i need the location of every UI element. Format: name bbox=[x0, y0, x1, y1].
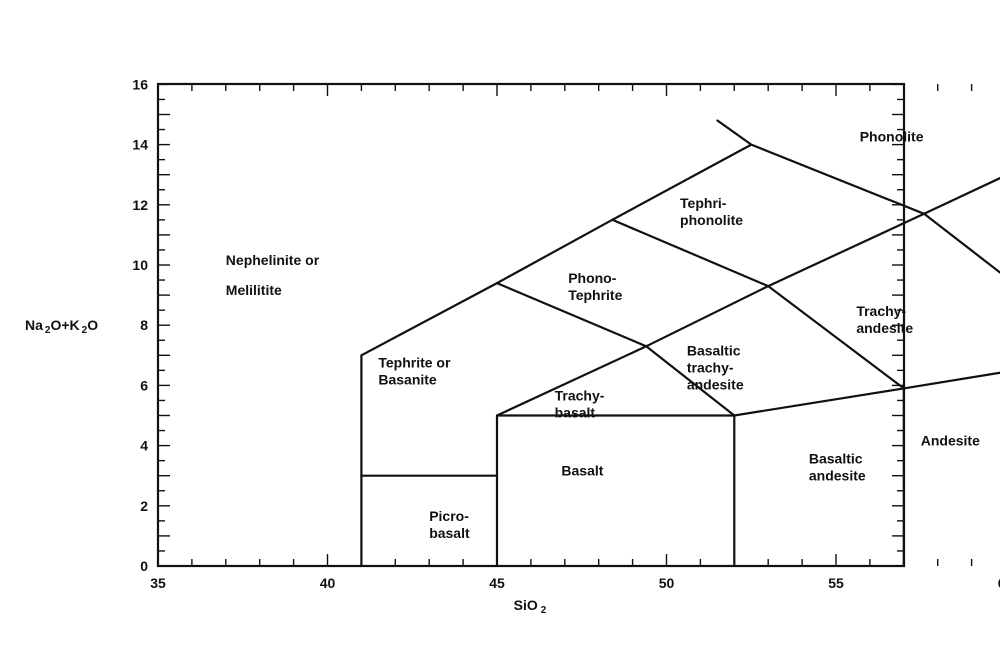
y-tick-label: 2 bbox=[140, 498, 148, 514]
y-tick-label: 6 bbox=[140, 377, 148, 393]
field-label-tephriphonolite: Tephri-phonolite bbox=[680, 195, 743, 228]
y-tick-label: 12 bbox=[132, 197, 148, 213]
field-label-phonolite: Phonolite bbox=[860, 129, 924, 145]
x-tick-label: 50 bbox=[659, 575, 675, 591]
field-label-basaltic-andesite: Basaltic andesite bbox=[809, 451, 866, 484]
y-tick-label: 16 bbox=[132, 76, 148, 92]
x-tick-label: 60 bbox=[998, 575, 1000, 591]
field-label-picrobasalt: Picro-basalt bbox=[429, 508, 470, 541]
field-label-phonotephrite: Phono-Tephrite bbox=[568, 270, 622, 303]
field-label-tephrite: Tephrite or Basanite bbox=[378, 354, 451, 387]
y-tick-label: 8 bbox=[140, 317, 148, 333]
x-tick-label: 35 bbox=[150, 575, 166, 591]
field-boundary bbox=[360, 119, 753, 568]
y-tick-label: 0 bbox=[140, 558, 148, 574]
y-tick-label: 14 bbox=[132, 137, 148, 153]
field-label-nephelinite: Nephelinite or Melilitite bbox=[226, 252, 320, 298]
field-label-basaltic-trachyandesite: Basaltic trachy-andesite bbox=[687, 342, 744, 392]
x-tick-label: 45 bbox=[489, 575, 505, 591]
y-axis-label: Na 2O+K 2O bbox=[25, 317, 98, 336]
field-labels: PhonoliteTephri-phonoliteTrachyteNepheli… bbox=[226, 129, 980, 541]
y-tick-label: 4 bbox=[140, 438, 148, 454]
field-label-trachybasalt: Trachy-basalt bbox=[555, 387, 605, 420]
x-tick-label: 55 bbox=[828, 575, 844, 591]
field-boundary bbox=[733, 371, 1000, 568]
field-label-trachyandesite: Trachy-andesite bbox=[856, 303, 913, 336]
axis-labels: SiO 2 Na 2O+K 2O bbox=[25, 317, 547, 616]
plot-border bbox=[156, 82, 906, 568]
axis-ticks: 3540455055606570750246810121416 bbox=[132, 76, 1000, 591]
field-boundary bbox=[495, 176, 1000, 568]
plot-frame bbox=[156, 82, 906, 568]
x-axis-label: SiO 2 bbox=[514, 597, 547, 616]
y-tick-label: 10 bbox=[132, 257, 148, 273]
field-boundary bbox=[495, 282, 736, 417]
field-label-andesite: Andesite bbox=[921, 433, 980, 449]
field-boundary bbox=[611, 218, 905, 390]
field-boundaries bbox=[360, 119, 1000, 568]
field-boundary bbox=[750, 143, 1000, 274]
x-tick-label: 40 bbox=[320, 575, 336, 591]
field-label-basalt: Basalt bbox=[561, 463, 603, 479]
